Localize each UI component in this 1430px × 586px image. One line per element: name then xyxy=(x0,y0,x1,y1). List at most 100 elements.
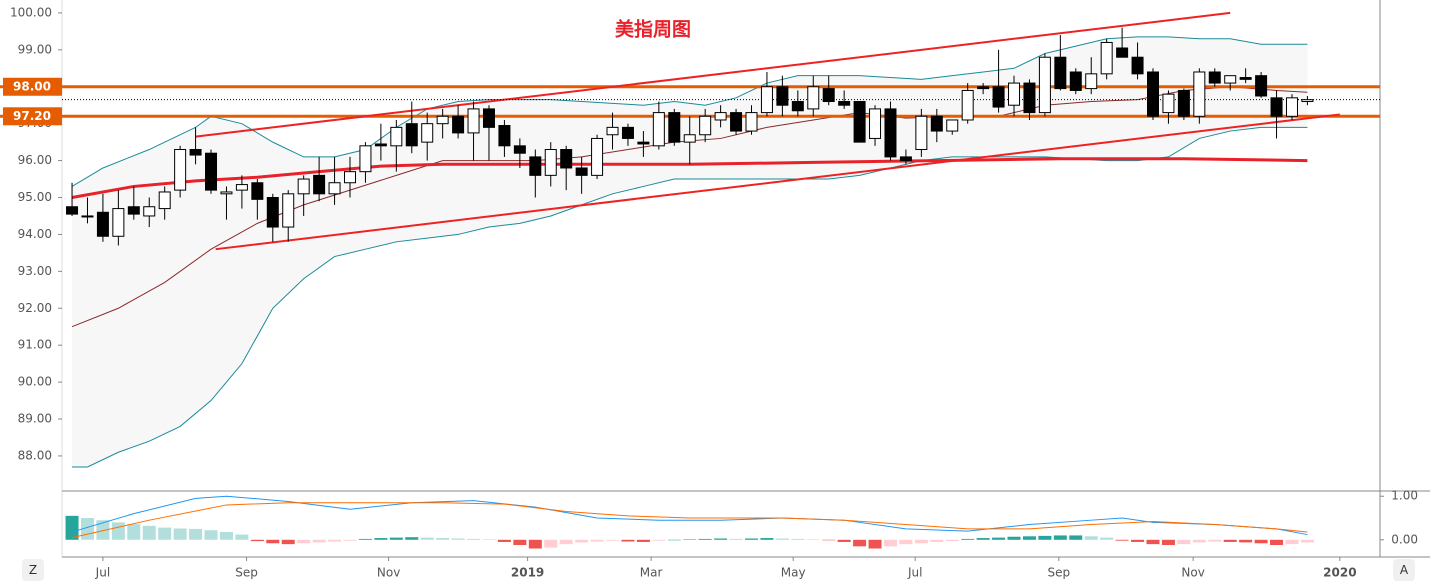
candle-body xyxy=(884,108,897,158)
histogram-bar xyxy=(590,539,604,542)
histogram-bar xyxy=(189,528,203,540)
histogram-bar xyxy=(868,539,882,549)
candle-body xyxy=(251,182,264,200)
histogram-bar xyxy=(1053,535,1067,540)
candle-body xyxy=(1069,71,1082,91)
histogram-bar xyxy=(65,515,79,540)
histogram-bar xyxy=(312,539,326,543)
histogram-bar xyxy=(343,539,357,541)
x-tick-label: May xyxy=(781,566,806,580)
histogram-bar xyxy=(744,538,758,540)
candle-body xyxy=(266,197,279,228)
x-tick-label: 2020 xyxy=(1323,566,1356,580)
histogram-bar xyxy=(328,539,342,542)
candle-body xyxy=(436,115,449,125)
histogram-bar xyxy=(822,539,836,541)
y-tick-label: 99.00 xyxy=(18,42,52,56)
chart-title: 美指周图 xyxy=(615,18,691,41)
histogram-bar xyxy=(1022,536,1036,540)
candle-body xyxy=(1301,99,1314,103)
histogram-bar xyxy=(667,539,681,541)
candle-body xyxy=(930,115,943,132)
histogram-bar xyxy=(420,537,434,540)
histogram-bar xyxy=(636,539,650,542)
histogram-bar xyxy=(1223,539,1237,542)
x-tick-label: Jul xyxy=(95,566,110,580)
indicator-line xyxy=(71,495,1308,536)
candle-body xyxy=(807,86,820,110)
histogram-bar xyxy=(219,531,233,540)
histogram-bar xyxy=(250,539,264,542)
overlay-line xyxy=(71,86,1308,328)
candle-body xyxy=(668,112,681,143)
candle-body xyxy=(977,86,990,90)
candle-body xyxy=(1162,93,1175,114)
histogram-bar xyxy=(791,538,805,540)
candle-body xyxy=(529,156,542,176)
overlay-line xyxy=(71,36,1308,187)
histogram-bar xyxy=(1131,539,1145,542)
histogram-bar xyxy=(1084,536,1098,540)
candle-body xyxy=(127,206,140,215)
y-tick-label: 100.00 xyxy=(10,5,52,19)
candle-body xyxy=(1285,97,1298,117)
histogram-bar xyxy=(389,537,403,540)
candle-body xyxy=(946,119,959,132)
candle-body xyxy=(112,208,125,237)
indicator-layer xyxy=(65,495,1314,549)
histogram-bar xyxy=(127,524,141,540)
background-layer xyxy=(72,36,1308,468)
y2-tick-label: 1.00 xyxy=(1391,489,1418,503)
histogram-bar xyxy=(142,525,156,540)
histogram-bar xyxy=(374,538,388,540)
x-tick-label: Jul xyxy=(907,566,922,580)
candle-body xyxy=(1146,71,1159,117)
candle-body xyxy=(637,141,650,145)
histogram-bar xyxy=(1115,539,1129,541)
y-tick-label: 93.00 xyxy=(18,264,52,278)
histogram-bar xyxy=(1100,537,1114,540)
auto-scale-button[interactable]: A xyxy=(1393,559,1415,581)
histogram-bar xyxy=(683,539,697,540)
histogram-bar xyxy=(235,534,249,540)
histogram-bar xyxy=(1007,536,1021,540)
y-tick-label: 88.00 xyxy=(18,448,52,462)
candle-body xyxy=(899,156,912,162)
zoom-button[interactable]: Z xyxy=(22,559,44,581)
candle-body xyxy=(482,108,495,128)
candle-body xyxy=(791,101,804,112)
histogram-bar xyxy=(760,538,774,540)
histogram-bar xyxy=(1161,539,1175,546)
histogram-bar xyxy=(961,538,975,540)
histogram-bar xyxy=(775,538,789,540)
histogram-bar xyxy=(467,538,481,540)
y-tick-label: 94.00 xyxy=(18,227,52,241)
trend-line xyxy=(215,113,1340,251)
candle-body xyxy=(1177,89,1190,117)
histogram-bar xyxy=(899,539,913,545)
candle-body xyxy=(1255,75,1268,97)
candle-body xyxy=(313,174,326,195)
y-tick-label: 90.00 xyxy=(18,375,52,389)
histogram-bar xyxy=(96,520,110,540)
histogram-bar xyxy=(1146,539,1160,545)
histogram-bar xyxy=(559,539,573,545)
candle-body xyxy=(297,178,310,195)
candle-body xyxy=(1116,47,1129,58)
candle-body xyxy=(1023,82,1036,114)
candle-body xyxy=(513,145,526,154)
candle-body xyxy=(205,152,218,191)
y-tick-label: 95.00 xyxy=(18,190,52,204)
candle-body xyxy=(467,108,480,134)
histogram-bar xyxy=(853,539,867,547)
histogram-bar xyxy=(837,539,851,542)
candle-body xyxy=(1270,97,1283,117)
histogram-bar xyxy=(1069,535,1083,540)
candle-body xyxy=(606,126,619,136)
histogram-bar xyxy=(606,539,620,541)
histogram-bar xyxy=(1285,539,1299,545)
candle-body xyxy=(189,149,202,156)
histogram-bar xyxy=(883,539,897,547)
histogram-bar xyxy=(914,539,928,544)
candle-body xyxy=(853,101,866,143)
